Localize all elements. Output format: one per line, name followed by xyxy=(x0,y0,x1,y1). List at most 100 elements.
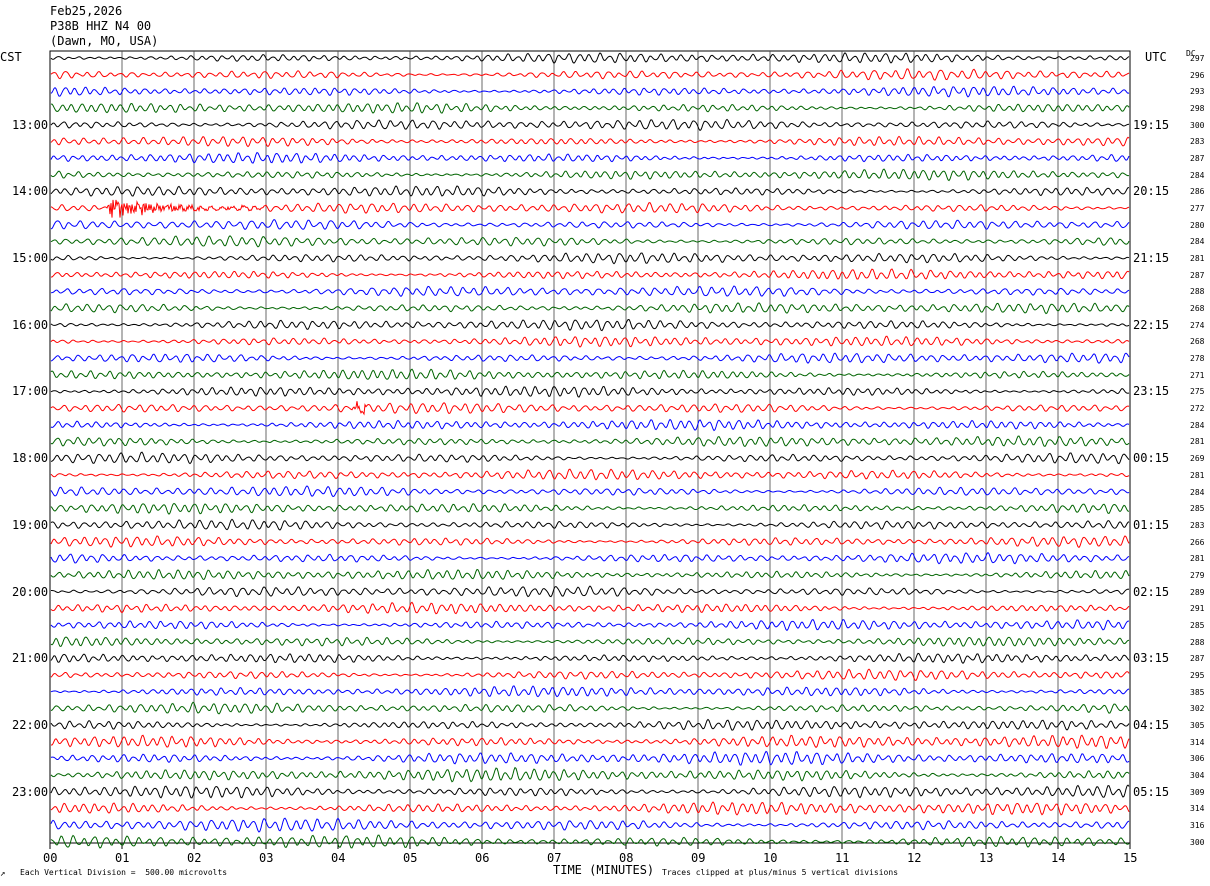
chart-location: (Dawn, MO, USA) xyxy=(50,34,159,48)
right-hour-label: 05:15 xyxy=(1133,784,1170,799)
x-tick-label: 09 xyxy=(691,851,706,865)
left-hour-label: 18:00 xyxy=(12,451,49,466)
seismic-trace-14 xyxy=(50,268,1130,280)
dc-offset-label: 272 xyxy=(1190,404,1205,414)
plot-frame xyxy=(49,50,1131,844)
x-tick-label: 05 xyxy=(403,851,418,865)
dc-offset-label: 285 xyxy=(1190,504,1205,514)
seismic-trace-40 xyxy=(50,701,1130,715)
right-hour-label: 19:15 xyxy=(1133,117,1170,132)
seismic-trace-32 xyxy=(50,568,1130,581)
right-hour-label: 01:15 xyxy=(1133,517,1170,532)
right-hour-label: 00:15 xyxy=(1133,451,1170,466)
dc-offset-label: 275 xyxy=(1190,387,1205,397)
seismic-trace-42 xyxy=(50,734,1130,750)
dc-offset-label: 285 xyxy=(1190,620,1205,630)
dc-offset-label: 289 xyxy=(1190,587,1205,597)
x-tick-label: 06 xyxy=(475,851,490,865)
seismic-trace-48 xyxy=(50,834,1130,849)
seismic-trace-41 xyxy=(50,718,1130,731)
seismic-trace-3 xyxy=(50,85,1130,98)
dc-offset-label: 274 xyxy=(1190,320,1205,330)
dc-offset-label: 277 xyxy=(1190,204,1205,214)
dc-offset-label: 297 xyxy=(1190,54,1205,63)
dc-offset-label: 293 xyxy=(1190,87,1205,97)
clip-note: Traces clipped at plus/minus 5 vertical … xyxy=(662,868,899,877)
seismic-trace-12 xyxy=(50,235,1130,248)
x-tick-label: 03 xyxy=(259,851,274,865)
dc-offset-label: 288 xyxy=(1190,287,1205,297)
dc-offset-label: 300 xyxy=(1190,837,1205,847)
x-tick-label: 10 xyxy=(763,851,778,865)
seismic-trace-39 xyxy=(50,685,1130,698)
x-tick-label: 01 xyxy=(115,851,130,865)
left-hour-label: 14:00 xyxy=(12,184,49,199)
seismic-trace-8 xyxy=(50,168,1130,182)
left-hour-label: 16:00 xyxy=(12,317,49,332)
seismic-trace-6 xyxy=(50,135,1130,148)
seismic-trace-7 xyxy=(50,151,1130,164)
x-tick-label: 14 xyxy=(1051,851,1066,865)
dc-offset-label: 286 xyxy=(1190,187,1205,197)
seismic-trace-16 xyxy=(50,302,1130,315)
seismic-trace-31 xyxy=(50,551,1130,565)
dc-offset-label: 385 xyxy=(1190,687,1205,697)
seismic-trace-21 xyxy=(50,385,1130,398)
dc-offset-label: 314 xyxy=(1190,804,1205,814)
corner-arrow-icon: ↗ xyxy=(0,869,6,879)
x-tick-label: 08 xyxy=(619,851,634,865)
right-hour-label: 21:15 xyxy=(1133,251,1170,266)
seismic-trace-44 xyxy=(50,766,1130,783)
right-hour-label: 03:15 xyxy=(1133,651,1170,666)
seismic-trace-4 xyxy=(50,102,1130,114)
left-hour-label: 21:00 xyxy=(12,651,49,666)
seismic-trace-5 xyxy=(50,118,1130,132)
x-tick-label: 07 xyxy=(547,851,562,865)
seismic-trace-38 xyxy=(50,668,1130,682)
dc-offset-label: 306 xyxy=(1190,754,1205,764)
seismic-trace-27 xyxy=(50,485,1130,498)
left-timezone-label: CST xyxy=(0,50,22,64)
dc-offset-label: 279 xyxy=(1190,570,1205,580)
seismic-trace-47 xyxy=(50,817,1130,833)
seismic-trace-43 xyxy=(50,750,1130,766)
dc-offset-label: 281 xyxy=(1190,254,1205,264)
seismic-trace-9 xyxy=(50,185,1130,197)
dc-offset-label: 316 xyxy=(1190,820,1205,830)
seismic-trace-15 xyxy=(50,285,1130,297)
left-hour-label: 19:00 xyxy=(12,517,49,532)
right-timezone-label: UTC xyxy=(1145,50,1167,64)
seismic-trace-29 xyxy=(50,518,1130,531)
dc-offset-label: 278 xyxy=(1190,354,1205,364)
seismic-trace-33 xyxy=(50,585,1130,598)
dc-offset-label: 284 xyxy=(1190,487,1205,497)
seismic-trace-1 xyxy=(50,52,1130,64)
seismic-trace-36 xyxy=(50,636,1130,647)
dc-offset-label: 283 xyxy=(1190,137,1205,147)
x-axis-title: TIME (MINUTES) xyxy=(553,863,655,877)
dc-offset-label: 284 xyxy=(1190,237,1205,247)
dc-offset-label: 287 xyxy=(1190,654,1205,664)
seismic-trace-30 xyxy=(50,535,1130,549)
left-hour-label: 13:00 xyxy=(12,117,49,132)
dc-offset-label: 281 xyxy=(1190,437,1205,447)
dc-offset-label: 296 xyxy=(1190,70,1205,80)
seismic-trace-45 xyxy=(50,784,1130,799)
dc-offset-label: 295 xyxy=(1190,670,1205,680)
x-tick-label: 12 xyxy=(907,851,922,865)
dc-offset-label: 287 xyxy=(1190,154,1205,164)
dc-offset-label: 271 xyxy=(1190,370,1205,380)
seismic-trace-20 xyxy=(50,368,1130,380)
dc-offset-label: 266 xyxy=(1190,537,1205,547)
dc-offset-label: 314 xyxy=(1190,737,1205,747)
right-hour-label: 20:15 xyxy=(1133,184,1170,199)
seismic-trace-17 xyxy=(50,319,1130,332)
seismic-trace-24 xyxy=(50,435,1130,448)
x-tick-label: 11 xyxy=(835,851,850,865)
dc-offset-label: 268 xyxy=(1190,337,1205,347)
dc-offset-label: 280 xyxy=(1190,220,1205,230)
right-hour-label: 22:15 xyxy=(1133,317,1170,332)
seismic-trace-25 xyxy=(50,451,1130,465)
dc-offset-label: 281 xyxy=(1190,554,1205,564)
